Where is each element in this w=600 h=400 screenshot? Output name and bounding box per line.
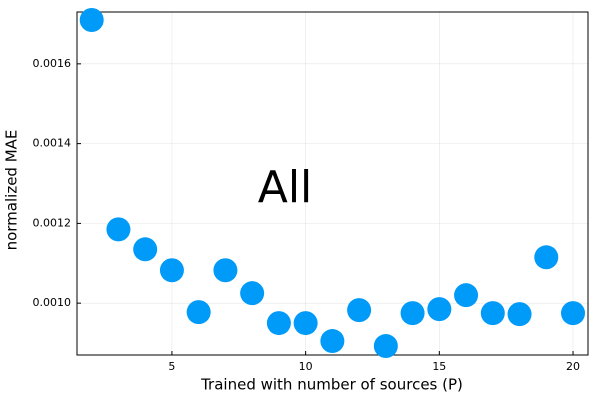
x-tick-label: 10 [299,360,313,373]
point [106,217,131,242]
point [266,311,291,336]
y-tick-label: 0.0016 [33,57,72,70]
point [373,334,398,359]
y-tick-label: 0.0010 [33,296,72,309]
point [320,329,345,354]
point [534,245,559,270]
y-tick-label: 0.0014 [33,137,72,150]
point [79,7,104,32]
annotation: All [258,162,313,213]
point [240,281,265,306]
point [293,311,318,336]
point [427,297,452,322]
y-axis-label: normalized MAE [3,130,21,251]
y-tick-label: 0.0012 [33,216,72,229]
x-tick-label: 5 [168,360,175,373]
point [159,258,184,283]
x-axis-label: Trained with number of sources (P) [200,376,463,394]
x-tick-label: 15 [432,360,446,373]
point [213,258,238,283]
x-tick-label: 20 [566,360,580,373]
point [347,298,372,323]
point [454,283,479,308]
point [186,300,211,325]
point [400,301,425,326]
point [561,301,586,326]
point [507,302,532,327]
plot-frame [76,11,589,356]
point [480,301,505,326]
point [133,237,158,262]
